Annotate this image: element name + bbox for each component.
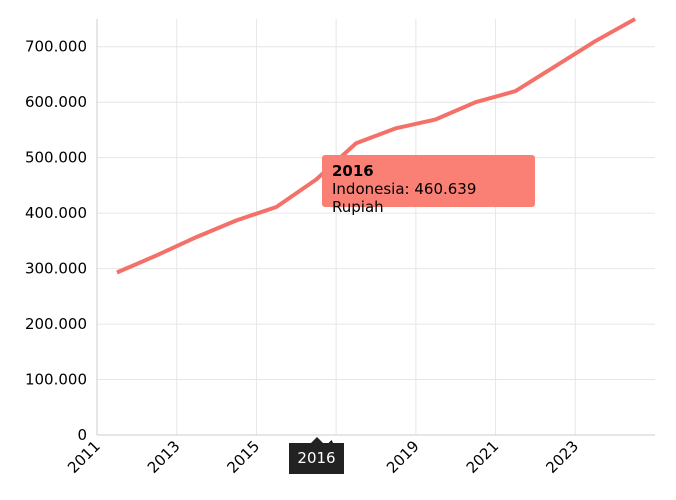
tooltip: 2016 Indonesia: 460.639 Rupiah	[322, 155, 535, 216]
y-tick-label: 300.000	[25, 260, 87, 278]
x-tick-label: 2021	[463, 437, 503, 477]
x-tick-label: 2011	[64, 437, 104, 477]
x-tick-label: 2013	[144, 437, 184, 477]
y-tick-label: 200.000	[25, 315, 87, 333]
x-tick-label: 2019	[383, 437, 423, 477]
line	[116, 17, 637, 275]
x-tick-label: 2015	[224, 437, 264, 477]
y-tick-label: 700.000	[25, 38, 87, 56]
y-tick-label: 400.000	[25, 204, 87, 222]
y-tick-label: 500.000	[25, 149, 87, 167]
y-tick-label: 100.000	[25, 371, 87, 389]
tooltip-title: 2016	[332, 162, 374, 180]
y-tick-label: 0	[77, 426, 87, 444]
y-tick-label: 600.000	[25, 93, 87, 111]
x-tick-label: 2023	[542, 437, 582, 477]
tooltip-text: Indonesia: 460.639 Rupiah	[332, 180, 477, 216]
cursor-label: 2016	[289, 437, 344, 474]
